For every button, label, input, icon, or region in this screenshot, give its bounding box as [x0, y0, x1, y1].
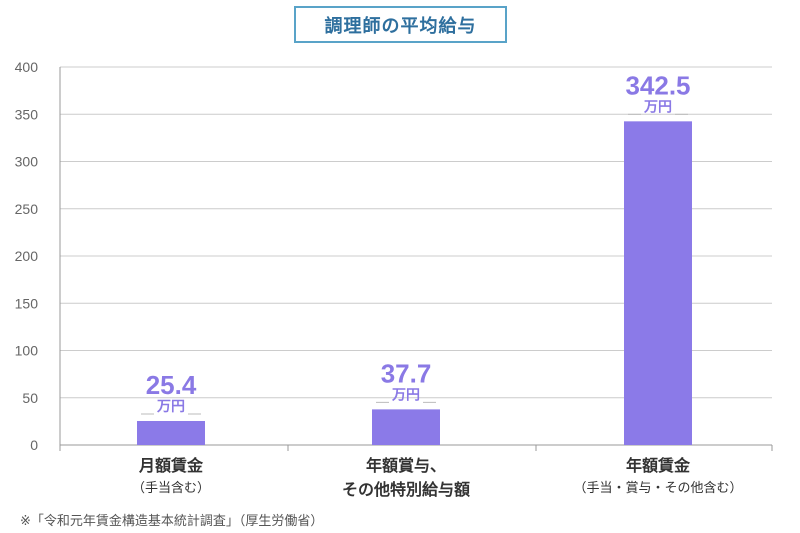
y-tick-label: 200: [15, 248, 39, 264]
labels: 05010015020025030035040025.4万円月額賃金（手当含む）…: [15, 59, 743, 499]
bar-value-label: 25.4: [146, 370, 197, 400]
y-tick-label: 300: [15, 154, 39, 170]
y-tick-label: 100: [15, 343, 39, 359]
category-sublabel: （手当含む）: [132, 480, 210, 496]
category-label: 年額賃金: [626, 456, 691, 475]
y-tick-label: 150: [15, 295, 39, 311]
bar: [372, 409, 440, 445]
category-label: 年額賞与、: [366, 456, 446, 475]
source-footnote: ※「令和元年賃金構造基本統計調査」（厚生労働省）: [20, 514, 324, 529]
category-sublabel: （手当・賞与・その他含む）: [573, 480, 742, 496]
bar-unit-label: 万円: [391, 387, 420, 403]
chart-title: 調理師の平均給与: [294, 6, 507, 43]
category-label: 月額賃金: [138, 456, 204, 475]
bar: [137, 420, 205, 445]
bar-unit-label: 万円: [643, 99, 672, 115]
bars: [137, 121, 692, 446]
category-sublabel: その他特別給与額: [342, 480, 470, 499]
bar: [624, 121, 692, 446]
bar-unit-label: 万円: [156, 399, 185, 415]
y-tick-label: 350: [15, 106, 39, 122]
bar-value-label: 342.5: [625, 70, 690, 100]
y-tick-label: 400: [15, 59, 39, 75]
y-tick-label: 50: [22, 390, 38, 406]
y-tick-label: 250: [15, 201, 39, 217]
y-tick-label: 0: [30, 437, 38, 453]
bar-value-label: 37.7: [381, 358, 432, 388]
